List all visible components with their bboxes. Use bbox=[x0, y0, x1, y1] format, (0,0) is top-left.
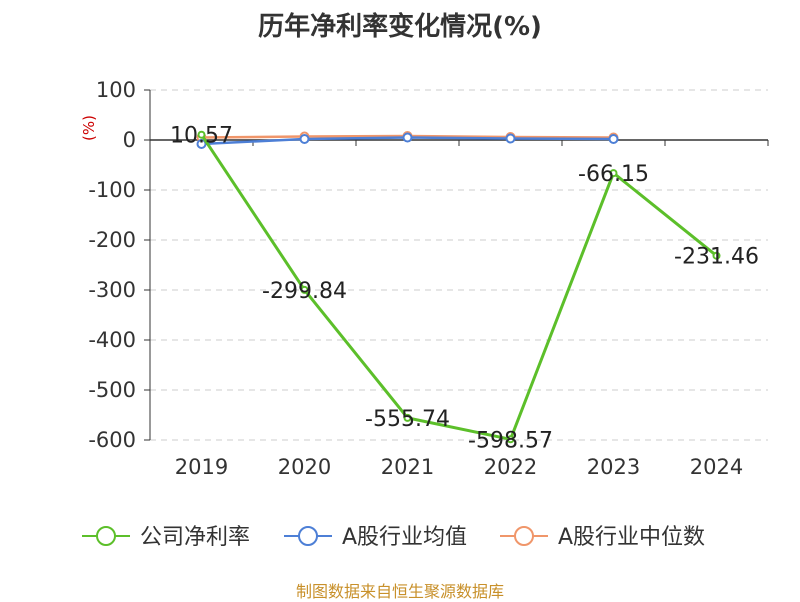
legend: 公司净利率 A股行业均值 A股行业中位数 bbox=[82, 525, 705, 550]
series-lines bbox=[196, 130, 721, 444]
data-point bbox=[299, 134, 310, 144]
data-point bbox=[403, 413, 412, 422]
data-label: -66.15 bbox=[578, 162, 649, 187]
y-tick-label: -200 bbox=[88, 228, 136, 252]
data-label: 10.57 bbox=[170, 124, 233, 149]
data-label: -598.57 bbox=[468, 428, 553, 453]
legend-entry: A股行业均值 bbox=[342, 525, 467, 550]
chart-title: 历年净利率变化情况(%) bbox=[258, 12, 542, 42]
data-point bbox=[300, 285, 309, 294]
x-tick-label: 2024 bbox=[690, 455, 743, 479]
data-point bbox=[196, 139, 207, 149]
data-point bbox=[712, 251, 721, 260]
legend-entry: 公司净利率 bbox=[140, 525, 250, 550]
y-tick-label: 0 bbox=[123, 128, 136, 152]
y-tick-label: -100 bbox=[88, 178, 136, 202]
data-label: -299.84 bbox=[262, 279, 347, 304]
grid-lines bbox=[150, 89, 768, 441]
data-point bbox=[609, 169, 618, 178]
x-tick-label: 2019 bbox=[175, 455, 228, 479]
data-labels: 10.57 -299.84 -555.74 -598.57 -66.15 -231.46 bbox=[170, 124, 759, 454]
y-tick-label: -500 bbox=[88, 378, 136, 402]
legend-marker bbox=[514, 526, 534, 546]
series-line-0 bbox=[200, 133, 718, 441]
y-tick-label: -300 bbox=[88, 278, 136, 302]
x-tick-label: 2021 bbox=[381, 455, 434, 479]
source-note: 制图数据来自恒生聚源数据库 bbox=[295, 582, 504, 601]
y-tick-label: -600 bbox=[88, 428, 136, 452]
y-tick-label: 100 bbox=[96, 78, 136, 102]
data-point bbox=[506, 435, 515, 444]
legend-entry: A股行业中位数 bbox=[558, 525, 705, 550]
axes: 100 0 -100 -200 -300 -400 -500 -600 2019 2020 2021… bbox=[80, 78, 769, 479]
y-tick-label: -400 bbox=[88, 328, 136, 352]
data-label: -231.46 bbox=[674, 245, 759, 270]
x-tick-label: 2022 bbox=[484, 455, 537, 479]
x-tick-label: 2023 bbox=[587, 455, 640, 479]
data-label: -555.74 bbox=[365, 407, 450, 432]
x-tick-label: 2020 bbox=[278, 455, 331, 479]
legend-marker bbox=[298, 526, 318, 546]
data-point bbox=[197, 130, 206, 139]
data-point bbox=[608, 134, 619, 144]
y-axis-unit: (%) bbox=[80, 115, 98, 141]
data-point bbox=[505, 133, 516, 144]
legend-marker bbox=[96, 526, 116, 546]
data-point bbox=[402, 132, 413, 143]
